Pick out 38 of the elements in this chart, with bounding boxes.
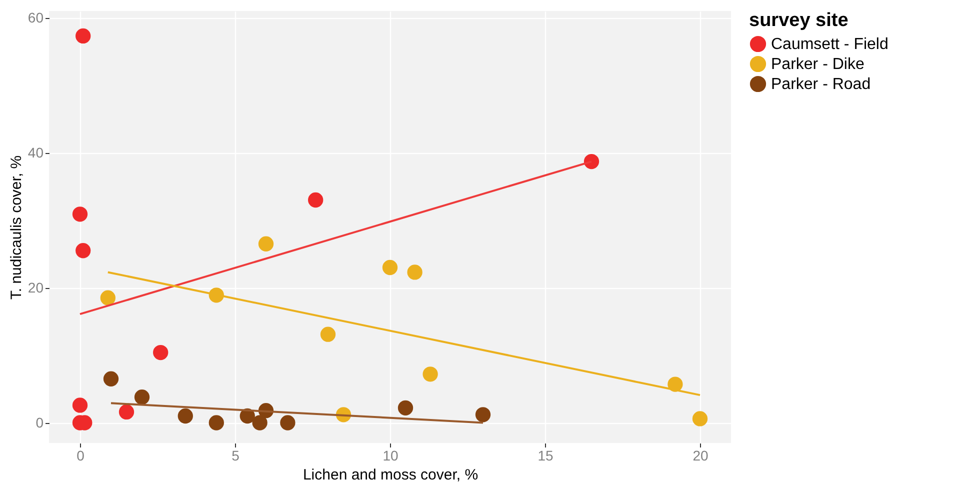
point	[153, 344, 168, 360]
point	[258, 236, 274, 252]
point	[422, 366, 438, 382]
x-tick-label: 15	[538, 448, 554, 464]
point	[398, 400, 414, 416]
y-axis-title: T. nudicaulis cover, %	[8, 155, 25, 300]
point	[72, 206, 88, 222]
point	[178, 408, 193, 424]
point	[252, 415, 268, 430]
point	[118, 404, 134, 420]
point	[320, 326, 336, 342]
point	[103, 371, 119, 386]
legend-title: survey site	[749, 10, 848, 31]
x-tick-label: 20	[692, 448, 708, 464]
y-tick-label: 0	[36, 414, 44, 430]
y-tick-label: 20	[28, 279, 44, 296]
point	[76, 243, 91, 258]
x-axis-title: Lichen and moss cover, %	[302, 466, 478, 484]
point	[134, 390, 150, 405]
point	[407, 264, 422, 280]
point	[100, 290, 116, 306]
point	[475, 407, 491, 422]
y-tick-label: 60	[28, 9, 44, 26]
point	[208, 415, 224, 430]
x-tick-label: 0	[76, 448, 85, 464]
point	[692, 411, 708, 426]
x-tick-label: 10	[382, 448, 398, 464]
point	[280, 415, 296, 430]
point	[76, 28, 91, 44]
legend-label: Parker - Dike	[771, 56, 864, 73]
point	[308, 192, 324, 208]
point	[72, 398, 88, 413]
legend-label: Caumsett - Field	[771, 36, 888, 53]
y-tick-label: 40	[28, 144, 44, 160]
point	[382, 260, 398, 276]
point	[584, 154, 600, 170]
legend-label: Parker - Road	[771, 76, 871, 93]
x-tick-label: 5	[232, 448, 240, 464]
